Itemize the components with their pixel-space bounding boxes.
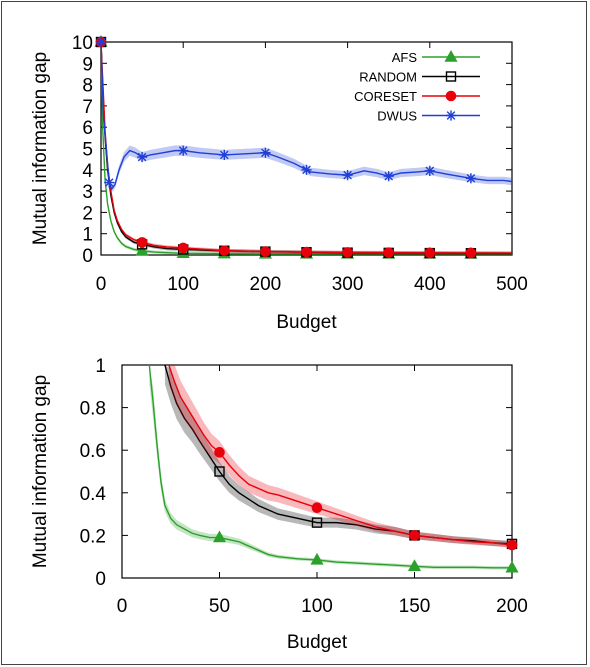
series-afs-marker [407,559,422,571]
x-tick-label: 200 [250,274,282,295]
chart-1-markers [94,34,478,259]
y-tick-label: 4 [82,161,93,182]
series-dwus-marker [137,151,148,163]
legend-marker-afs [444,49,458,62]
series-dwus-marker [301,164,312,175]
series-dwus-line [101,42,512,191]
series-coreset-marker [465,247,477,259]
series-dwus-marker [219,149,230,160]
legend-label-coreset: CORESET [354,89,417,104]
legend-label-random: RANDOM [359,70,417,85]
series-coreset-marker [342,247,353,258]
y-tick-label: 9 [82,54,93,75]
series-coreset-marker [409,530,420,541]
series-afs-marker [135,243,149,256]
series-coreset-marker [301,246,312,258]
series-afs-marker [505,560,519,573]
chart-2: 0 50 100 150 200 0 0.2 0.4 0.6 0.8 1 Budget Mutual i… [30,356,528,653]
chart-1-legend: AFS RANDOM CORESET DWUS [354,49,480,124]
series-coreset-marker [311,502,323,514]
y-tick-label: 0 [95,569,106,590]
legend-label-dwus: DWUS [377,109,417,124]
y-tick-label: 5 [82,140,93,161]
series-afs-marker [310,552,324,565]
x-tick-label: 150 [399,596,431,617]
series-coreset-marker [383,247,395,258]
x-tick-label: 400 [414,274,446,295]
chart-2-series [148,365,512,570]
x-tick-label: 300 [332,274,364,295]
y-tick-label: 7 [82,97,93,118]
y-tick-label: 10 [72,33,93,54]
chart-2-markers [212,447,519,573]
x-tick-label: 100 [301,596,333,617]
y-tick-label: 8 [82,76,93,97]
series-afs-marker [212,530,227,543]
x-tick-label: 0 [117,596,128,617]
series-coreset-band [168,365,512,548]
legend-label-afs: AFS [392,50,418,65]
y-tick-label: 0.4 [80,484,107,505]
chart-1-series [101,42,512,255]
series-coreset-marker [136,237,148,248]
series-dwus-marker [104,177,115,188]
series-dwus-marker [260,147,271,158]
legend-marker-dwus [445,110,457,121]
y-tick-label: 1 [82,225,93,246]
y-tick-label: 0.2 [80,526,106,547]
x-tick-label: 100 [167,274,199,295]
legend-marker-random [445,71,457,82]
legend-marker-coreset [445,90,457,102]
y-tick-label: 2 [82,203,93,224]
series-dwus-marker [95,36,107,48]
y-axis-label: Mutual information gap [30,375,51,568]
x-tick-label: 200 [496,596,528,617]
series-dwus-marker [178,145,189,156]
series-coreset-line [101,42,512,254]
x-axis-label: Budget [287,632,348,653]
series-afs-line [101,42,512,255]
series-coreset-marker [424,247,436,259]
x-tick-label: 50 [209,596,230,617]
y-tick-label: 0.6 [80,441,106,462]
series-dwus-marker [342,170,353,181]
series-dwus-marker [424,165,435,176]
y-tick-label: 6 [82,118,93,139]
series-coreset-marker [506,539,518,551]
series-dwus-marker [465,173,476,184]
series-coreset-line [168,365,512,546]
y-axis-label: Mutual information gap [30,52,51,245]
series-coreset-marker [219,245,230,257]
y-tick-label: 0 [82,246,93,267]
chart-1: 0 100 200 300 400 500012345678910BudgetMutual… [30,33,528,333]
x-tick-label: 0 [96,274,107,295]
x-axis-label: Budget [276,312,337,333]
series-coreset-marker [177,242,189,254]
series-dwus-band [101,42,512,193]
series-dwus-marker [383,171,394,182]
series-coreset-marker [214,447,225,458]
y-tick-label: 0.8 [80,399,106,420]
series-coreset-marker [260,246,271,257]
series-random-marker [311,517,323,528]
series-random-marker [214,466,225,477]
x-tick-label: 500 [496,274,528,295]
y-tick-label: 1 [95,356,106,377]
y-tick-label: 3 [82,182,93,203]
